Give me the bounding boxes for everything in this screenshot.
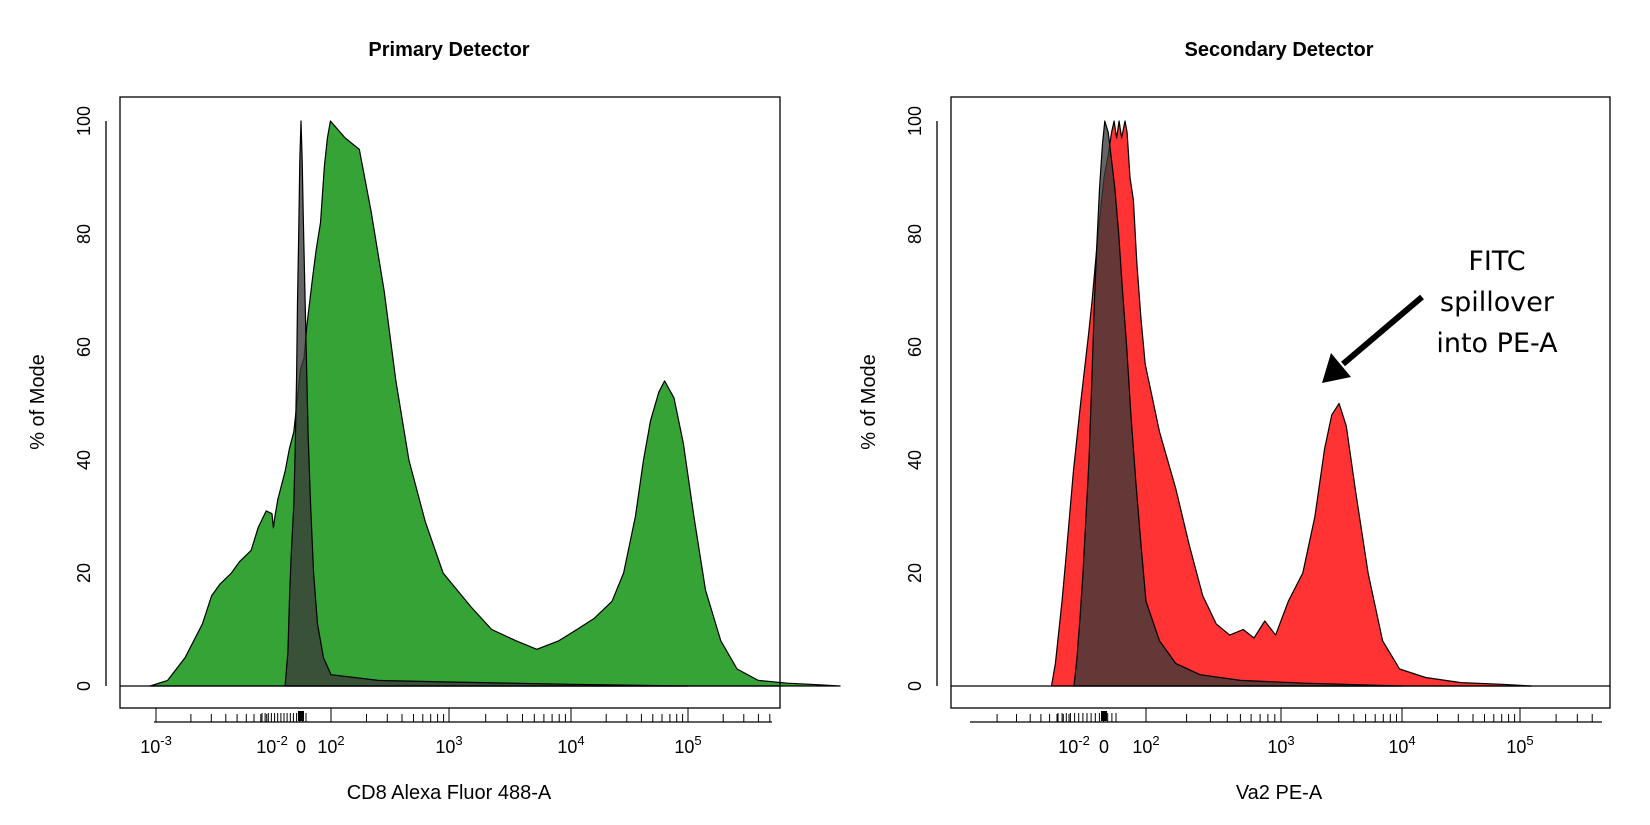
series-layer <box>1050 120 1533 687</box>
annotation-line: spillover <box>1440 287 1555 318</box>
x-axis: 10-3 10-2 0 102 103 104 105 <box>140 708 772 757</box>
x-tick-label: 104 <box>1388 733 1415 757</box>
x-tick-labels: 10-3 10-2 0 102 103 104 105 <box>140 733 701 757</box>
y-tick-label: 100 <box>74 106 94 136</box>
y-axis-label: % of Mode <box>27 354 49 450</box>
x-tick-labels: 10-2 0 102 103 104 105 <box>1058 733 1533 757</box>
chart-title: Secondary Detector <box>1185 39 1374 61</box>
x-tick-label: 103 <box>435 733 462 757</box>
histogram-series-0 <box>149 120 841 687</box>
y-axis-label: % of Mode <box>858 354 880 450</box>
y-tick-label: 80 <box>74 224 94 244</box>
y-tick-labels: 0 20 40 60 80 100 <box>905 106 925 691</box>
histogram-series-1 <box>1073 120 1403 687</box>
primary-detector-panel: Primary Detector 0 20 40 60 80 100 % of … <box>27 39 841 804</box>
y-axis: 0 20 40 60 80 100 <box>905 106 938 691</box>
x-minor-ticks <box>155 708 771 722</box>
zero-marker <box>1101 711 1107 721</box>
chart-title: Primary Detector <box>368 39 529 61</box>
y-tick-label: 40 <box>74 450 94 470</box>
y-tick-label: 20 <box>905 563 925 583</box>
y-axis: 0 20 40 60 80 100 <box>74 106 107 691</box>
y-tick-label: 20 <box>74 563 94 583</box>
x-tick-label: 0 <box>296 737 306 757</box>
histogram-series-1 <box>284 120 689 687</box>
x-tick-label: 0 <box>1099 737 1109 757</box>
y-tick-label: 0 <box>74 681 94 691</box>
y-tick-label: 40 <box>905 450 925 470</box>
x-axis-label: CD8 Alexa Fluor 488-A <box>347 782 552 804</box>
y-tick-label: 60 <box>905 337 925 357</box>
x-tick-label: 10-2 <box>256 733 288 757</box>
x-minor-ticks <box>996 708 1593 722</box>
x-tick-label: 105 <box>1506 733 1533 757</box>
x-tick-label: 102 <box>1132 733 1159 757</box>
series-layer <box>149 120 841 687</box>
annotation-arrow-shaft <box>1341 294 1424 367</box>
annotation-arrow-head <box>1322 353 1351 383</box>
plot-frame <box>119 96 781 709</box>
annotation-line: into PE-A <box>1436 328 1558 359</box>
x-tick-label: 105 <box>674 733 701 757</box>
y-tick-label: 80 <box>905 224 925 244</box>
x-tick-label: 10-2 <box>1058 733 1090 757</box>
spillover-annotation: FITC spillover into PE-A <box>1322 246 1558 383</box>
annotation-line: FITC <box>1468 246 1525 277</box>
x-tick-label: 104 <box>557 733 584 757</box>
x-axis: 10-2 0 102 103 104 105 <box>970 708 1602 757</box>
plot-frame <box>950 96 1611 709</box>
y-tick-labels: 0 20 40 60 80 100 <box>74 106 94 691</box>
zero-marker <box>298 711 304 721</box>
x-tick-label: 10-3 <box>140 733 172 757</box>
x-tick-label: 103 <box>1267 733 1294 757</box>
y-tick-label: 0 <box>905 681 925 691</box>
x-axis-label: Va2 PE-A <box>1236 782 1323 804</box>
histogram-series-0 <box>1050 120 1533 687</box>
x-tick-label: 102 <box>317 733 344 757</box>
secondary-detector-panel: Secondary Detector 0 20 40 60 80 100 % o… <box>858 39 1611 804</box>
y-tick-label: 100 <box>905 106 925 136</box>
y-tick-label: 60 <box>74 337 94 357</box>
